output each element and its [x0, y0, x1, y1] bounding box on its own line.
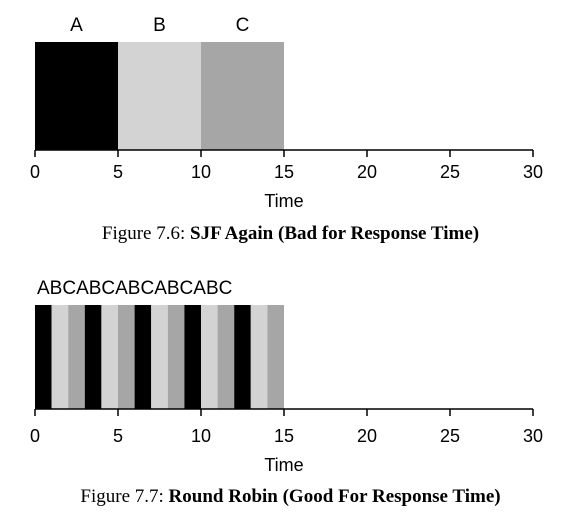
job-a-bar: [35, 42, 118, 150]
job-b-bar: [250, 305, 268, 409]
job-c-bar: [201, 42, 284, 150]
job-c-bar: [68, 305, 85, 409]
job-c-label: C: [236, 15, 250, 36]
job-a-bar: [84, 305, 102, 409]
job-c-bar: [118, 305, 135, 409]
round-robin-sequence-label: ABCABCABCABCABC: [37, 278, 232, 299]
round-robin-timeline-figure: 0 5 10 15 20 25 30 Time ABCABCABCABCABC: [30, 278, 543, 475]
x-tick-label: 5: [113, 426, 123, 446]
job-a-bar: [184, 305, 201, 409]
job-b-bar: [101, 305, 118, 409]
x-tick-label: 10: [191, 426, 211, 446]
x-tick-label: 0: [30, 162, 40, 182]
x-tick-label: 0: [30, 426, 40, 446]
job-c-bar: [167, 305, 185, 409]
x-tick-label: 30: [523, 426, 543, 446]
x-tick-label: 15: [274, 162, 294, 182]
job-c-bar: [267, 305, 284, 409]
job-b-label: B: [153, 15, 166, 36]
job-a-bar: [134, 305, 152, 409]
figure-7-6-caption-prefix: Figure 7.6:: [101, 223, 191, 244]
x-tick-label: 5: [113, 162, 123, 182]
job-c-bar: [217, 305, 235, 409]
x-tick-label: 15: [274, 426, 294, 446]
job-a-bar: [35, 305, 52, 409]
x-axis-title: Time: [264, 455, 303, 475]
figure-7-6-caption-title: SJF Again (Bad for Response Time): [190, 223, 480, 244]
job-b-bar: [151, 305, 168, 409]
figure-7-7-caption: Figure 7.7: Round Robin (Good For Respon…: [0, 486, 581, 508]
sjf-timeline-figure: 0 5 10 15 20 25 30 Time A B C: [30, 15, 543, 211]
job-a-bar: [234, 305, 251, 409]
x-tick-label: 25: [440, 426, 460, 446]
job-b-bar: [51, 305, 69, 409]
x-tick-label: 20: [357, 426, 377, 446]
x-tick-label: 20: [357, 162, 377, 182]
x-axis-title: Time: [264, 191, 303, 211]
job-b-bar: [201, 305, 218, 409]
figure-7-7-caption-title: Round Robin (Good For Response Time): [168, 486, 501, 507]
x-tick-label: 25: [440, 162, 460, 182]
x-tick-label: 30: [523, 162, 543, 182]
job-a-label: A: [70, 15, 83, 36]
figure-7-7-caption-prefix: Figure 7.7:: [80, 486, 169, 507]
figure-7-6-caption: Figure 7.6: SJF Again (Bad for Response …: [0, 223, 581, 245]
job-b-bar: [118, 42, 201, 150]
x-tick-label: 10: [191, 162, 211, 182]
